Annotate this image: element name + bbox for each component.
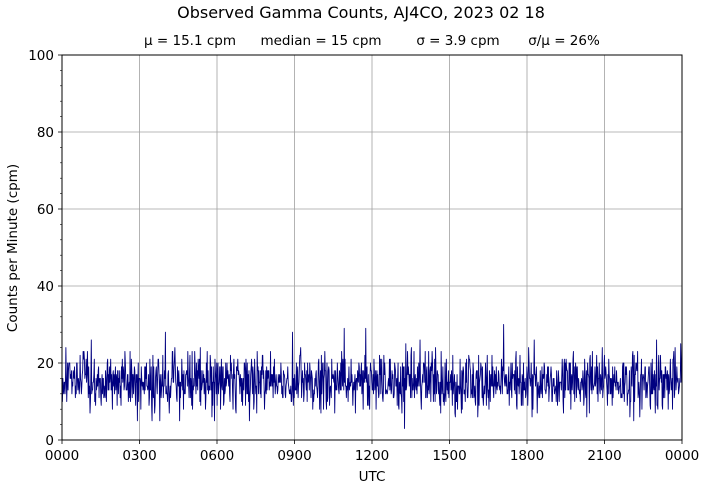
series-line [61,324,683,429]
grid [62,55,682,440]
stat-sigma: σ = 3.9 cpm [416,33,499,49]
stat-median: median = 15 cpm [260,33,381,49]
x-tick-label: 1500 [432,448,466,464]
stat-cv: σ/μ = 26% [528,33,600,49]
chart-title: Observed Gamma Counts, AJ4CO, 2023 02 18 [177,3,545,22]
y-axis-label: Counts per Minute (cpm) [5,164,21,332]
y-tick-label: 0 [45,433,54,449]
y-tick-label: 100 [28,48,54,64]
x-tick-label: 0300 [122,448,156,464]
y-tick-label: 80 [37,125,54,141]
y-tick-label: 20 [37,356,54,372]
axis-ticks: 0000 0300 0600 0900 1200 1500 1800 2100 00000204… [28,48,699,464]
x-tick-label: 1200 [355,448,389,464]
x-tick-label: 0600 [200,448,234,464]
series-layer [61,324,683,429]
stat-mean: μ = 15.1 cpm [144,33,236,49]
x-tick-label: 0000 [665,448,699,464]
x-axis-label: UTC [359,469,386,485]
x-tick-label: 0900 [277,448,311,464]
x-tick-label: 1800 [510,448,544,464]
y-tick-label: 40 [37,279,54,295]
x-tick-label: 2100 [587,448,621,464]
y-tick-label: 60 [37,202,54,218]
x-tick-label: 0000 [45,448,79,464]
